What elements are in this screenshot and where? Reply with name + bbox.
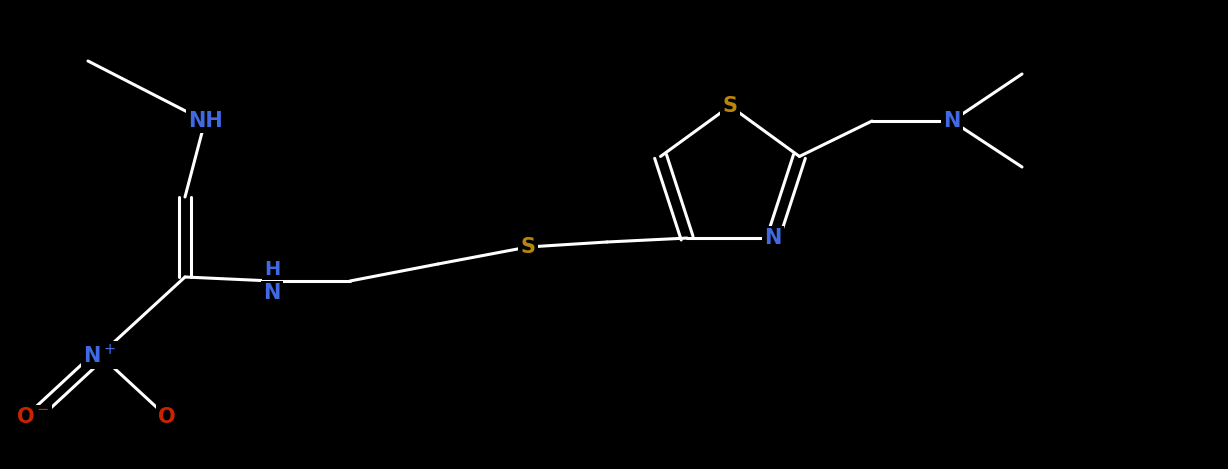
Text: N: N bbox=[764, 228, 781, 248]
Text: O$^-$: O$^-$ bbox=[16, 407, 50, 427]
Text: H: H bbox=[264, 259, 280, 279]
Text: S: S bbox=[521, 237, 535, 257]
Text: NH: NH bbox=[188, 111, 222, 131]
Text: N: N bbox=[943, 111, 960, 131]
Text: N$^+$: N$^+$ bbox=[84, 343, 117, 367]
Text: N: N bbox=[263, 283, 281, 303]
Text: O: O bbox=[158, 407, 176, 427]
Text: S: S bbox=[722, 96, 738, 116]
